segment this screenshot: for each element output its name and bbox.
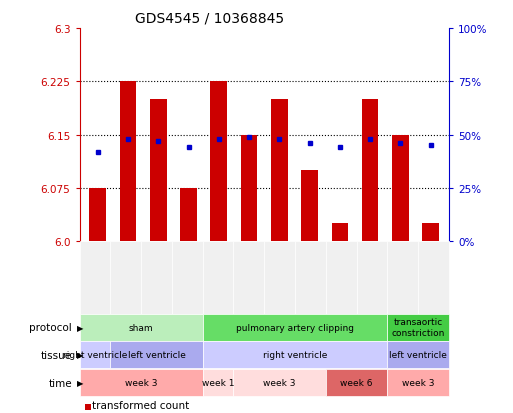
Text: week 1: week 1 [202,378,234,387]
Text: percentile rank within the sample: percentile rank within the sample [92,412,268,413]
Text: right ventricle: right ventricle [263,351,327,359]
Text: pulmonary artery clipping: pulmonary artery clipping [236,323,354,332]
Text: week 3: week 3 [402,378,435,387]
Text: left ventricle: left ventricle [128,351,185,359]
Text: ▶: ▶ [77,378,84,387]
Bar [271,100,288,242]
Text: right ventricle: right ventricle [63,351,127,359]
Bar [150,100,167,242]
Text: transaortic
constriction: transaortic constriction [391,318,445,337]
Text: sham: sham [129,323,153,332]
Text: ▶: ▶ [77,351,84,359]
Bar [120,82,136,242]
Text: protocol: protocol [29,322,72,332]
Bar [301,171,318,242]
Text: tissue: tissue [41,350,72,360]
Text: GDS4545 / 10368845: GDS4545 / 10368845 [135,11,284,25]
Text: transformed count: transformed count [92,400,189,410]
Text: ▶: ▶ [77,323,84,332]
Bar [89,188,106,242]
Bar [180,188,197,242]
Text: week 6: week 6 [340,378,373,387]
Bar [331,224,348,242]
Bar [241,135,258,242]
Text: left ventricle: left ventricle [389,351,447,359]
Text: week 3: week 3 [125,378,157,387]
Bar [362,100,379,242]
Bar [422,224,439,242]
Bar [210,82,227,242]
Bar [392,135,409,242]
Text: time: time [48,377,72,388]
Text: week 3: week 3 [263,378,296,387]
